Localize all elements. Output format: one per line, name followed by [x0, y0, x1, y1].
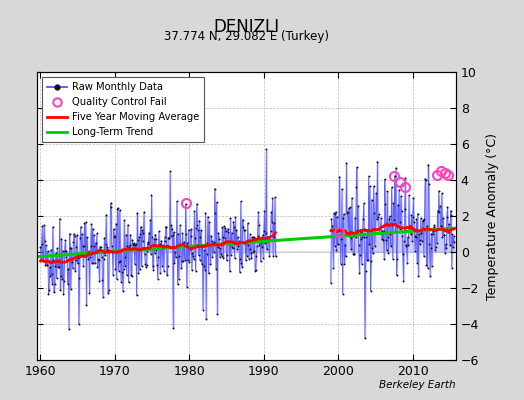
Legend: Raw Monthly Data, Quality Control Fail, Five Year Moving Average, Long-Term Tren: Raw Monthly Data, Quality Control Fail, …: [42, 77, 204, 142]
Text: 37.774 N, 29.082 E (Turkey): 37.774 N, 29.082 E (Turkey): [164, 30, 329, 43]
Text: Berkeley Earth: Berkeley Earth: [379, 380, 456, 390]
Y-axis label: Temperature Anomaly (°C): Temperature Anomaly (°C): [486, 132, 499, 300]
Text: DENIZLI: DENIZLI: [213, 18, 279, 36]
